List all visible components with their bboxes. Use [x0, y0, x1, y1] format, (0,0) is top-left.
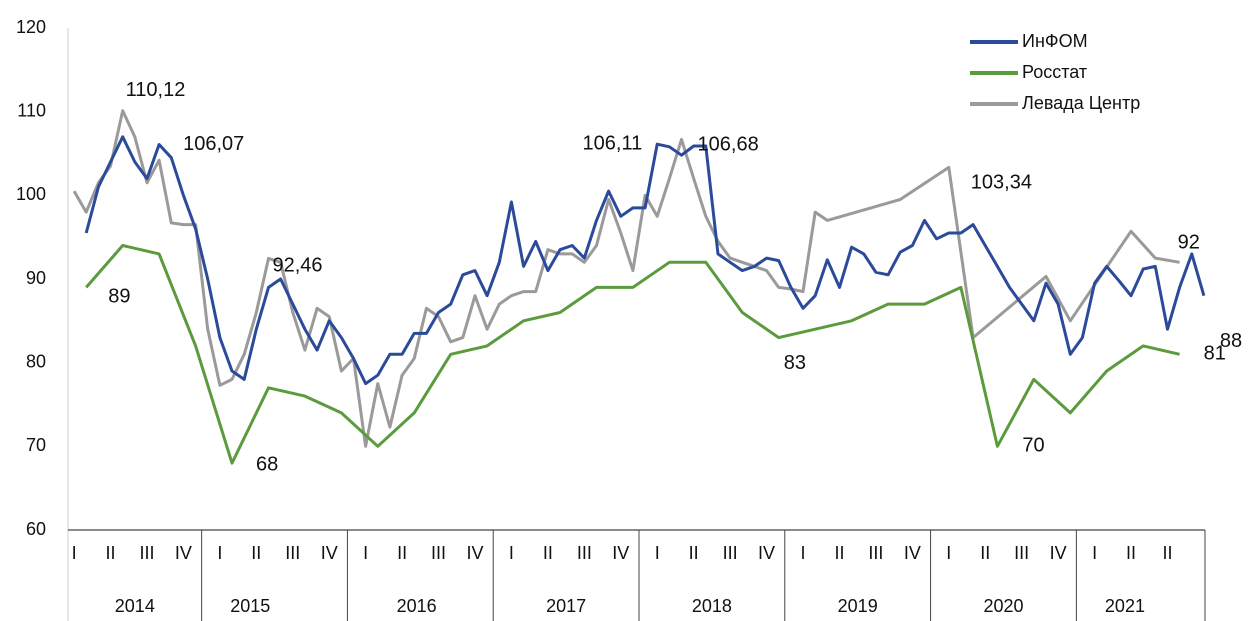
x-tick-label: I: [509, 543, 514, 563]
x-tick-label: II: [980, 543, 990, 563]
data-label: 103,34: [971, 172, 1032, 194]
x-tick-label: II: [251, 543, 261, 563]
x-tick-label: III: [139, 543, 154, 563]
y-tick-label: 80: [26, 351, 46, 371]
data-label: 83: [784, 352, 806, 374]
data-label: 106,68: [698, 134, 759, 156]
year-label: 2018: [692, 596, 732, 616]
y-tick-label: 120: [16, 17, 46, 37]
x-tick-label: II: [543, 543, 553, 563]
x-tick-label: I: [801, 543, 806, 563]
x-tick-label: I: [946, 543, 951, 563]
x-tick-label: I: [217, 543, 222, 563]
x-tick-label: IV: [321, 543, 338, 563]
x-tick-label: I: [363, 543, 368, 563]
x-tick-label: II: [689, 543, 699, 563]
data-label: 68: [256, 453, 278, 475]
data-label: 81: [1204, 343, 1226, 365]
x-tick-label: II: [106, 543, 116, 563]
series-line: [85, 244, 1180, 465]
x-tick-label: IV: [612, 543, 629, 563]
data-label: 70: [1022, 435, 1044, 457]
x-tick-label: I: [72, 543, 77, 563]
year-label: 2020: [983, 596, 1023, 616]
data-label: 110,12: [126, 79, 186, 101]
x-tick-label: IV: [1050, 543, 1067, 563]
x-tick-label: III: [431, 543, 446, 563]
year-label: 2016: [397, 596, 437, 616]
y-tick-label: 60: [26, 519, 46, 539]
legend-label: ИнФОМ: [1022, 31, 1088, 51]
data-label: 106,11: [583, 132, 643, 154]
year-label: 2015: [230, 596, 270, 616]
data-label: 106,07: [183, 133, 244, 155]
x-tick-label: IV: [175, 543, 192, 563]
x-tick-label: III: [1014, 543, 1029, 563]
y-tick-label: 70: [26, 435, 46, 455]
data-label: 88: [1220, 330, 1242, 352]
x-tick-label: II: [834, 543, 844, 563]
x-tick-label: IV: [904, 543, 921, 563]
series-line: [72, 109, 1180, 448]
x-tick-label: II: [1162, 543, 1172, 563]
legend-label: Левада Центр: [1022, 93, 1140, 113]
x-tick-label: III: [577, 543, 592, 563]
year-label: 2019: [838, 596, 878, 616]
x-tick-label: IV: [466, 543, 483, 563]
x-tick-label: III: [285, 543, 300, 563]
x-tick-label: IV: [758, 543, 775, 563]
year-label: 2017: [546, 596, 586, 616]
data-label: 92,46: [272, 255, 322, 277]
year-label: 2021: [1105, 596, 1145, 616]
x-tick-label: I: [655, 543, 660, 563]
y-tick-label: 100: [16, 184, 46, 204]
x-tick-label: II: [1126, 543, 1136, 563]
series-line: [84, 135, 1206, 386]
legend-label: Росстат: [1022, 62, 1087, 82]
x-tick-label: III: [723, 543, 738, 563]
x-tick-label: III: [868, 543, 883, 563]
data-label: 92: [1178, 232, 1200, 254]
y-tick-label: 90: [26, 268, 46, 288]
x-tick-label: II: [397, 543, 407, 563]
x-tick-label: I: [1092, 543, 1097, 563]
year-label: 2014: [115, 596, 155, 616]
y-tick-label: 110: [17, 100, 46, 120]
data-label: 89: [108, 286, 130, 308]
